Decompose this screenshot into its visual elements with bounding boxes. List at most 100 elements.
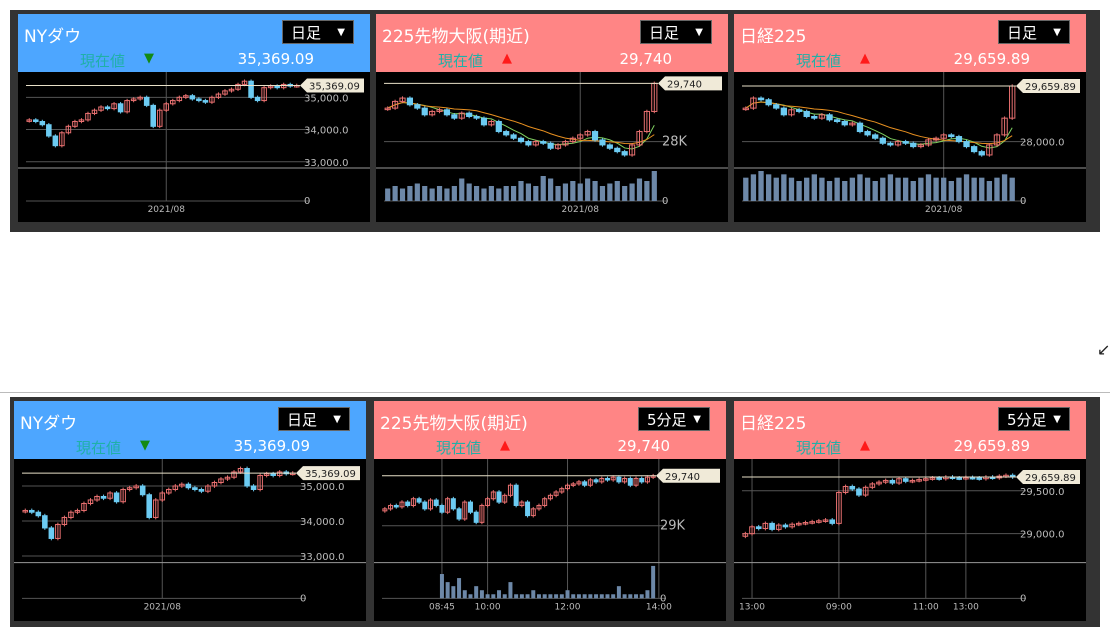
interval-select[interactable]: 日足 ▼ xyxy=(278,407,350,431)
volume-bar xyxy=(765,174,772,201)
chart-panel: 225先物大阪(期近) 5分足 ▼ 現在値 ▲ 29,740 29K 08:45 10… xyxy=(374,401,726,621)
candle-body xyxy=(809,521,816,524)
volume-bar xyxy=(994,177,1000,201)
candle-body xyxy=(137,96,143,100)
candle-body xyxy=(215,93,222,98)
candle-body xyxy=(872,134,879,139)
candle-body xyxy=(864,131,871,136)
candle-body xyxy=(228,88,235,92)
candle-body xyxy=(822,519,829,522)
triangle-up-icon: ▲ xyxy=(500,438,510,453)
candle-body xyxy=(189,95,196,100)
candle-body xyxy=(421,107,428,116)
candle-body xyxy=(445,498,451,513)
volume-zero-label: 0 xyxy=(304,196,310,207)
volume-bar xyxy=(565,590,570,599)
candle-body xyxy=(894,141,902,146)
volume-bar xyxy=(385,188,391,201)
candle-body xyxy=(107,492,113,499)
panel-header: NYダウ 日足 ▼ 現在値 ▼ 35,369.09 xyxy=(18,14,370,72)
candle-body xyxy=(98,106,104,111)
candle-body xyxy=(925,139,932,146)
volume-bar xyxy=(429,188,435,201)
candle-body xyxy=(209,96,215,103)
interval-value: 5分足 xyxy=(647,411,687,429)
candle-body xyxy=(742,107,749,111)
volume-bar xyxy=(508,582,513,599)
candle-body xyxy=(100,495,107,499)
candlestick-chart[interactable]: 28K 2021/08 0 29,740 xyxy=(376,72,728,222)
candle-body xyxy=(929,477,936,480)
candle-body xyxy=(456,508,462,520)
interval-select[interactable]: 日足 ▼ xyxy=(998,20,1070,44)
x-tick-label: 2021/08 xyxy=(925,205,963,215)
volume-bar xyxy=(459,178,465,201)
candle-body xyxy=(788,109,795,116)
candle-body xyxy=(916,479,922,482)
candlestick-chart[interactable]: 29,500.0 29,000.0 13:00 09:00 11:00 13:00 0 29,… xyxy=(734,459,1086,621)
candle-body xyxy=(176,96,183,102)
volume-bar xyxy=(518,181,524,201)
candle-body xyxy=(765,99,772,106)
candle-body xyxy=(616,476,622,483)
candle-body xyxy=(433,499,439,506)
candle-body xyxy=(496,491,502,503)
volume-bar xyxy=(444,188,450,201)
candle-body xyxy=(237,467,244,473)
candle-body xyxy=(889,479,896,484)
resize-arrow-icon[interactable]: ↙ xyxy=(1097,340,1110,359)
candle-body xyxy=(876,481,882,485)
candle-body xyxy=(591,131,599,141)
candle-body xyxy=(85,112,91,121)
candlestick-chart[interactable]: 28,000.0 2021/08 0 29,659.89 xyxy=(734,72,1086,222)
candle-body xyxy=(436,109,443,112)
volume-bar xyxy=(585,178,591,201)
y-tick-label: 35,000.0 xyxy=(304,93,349,104)
candle-body xyxy=(280,83,287,89)
candle-body xyxy=(267,85,274,89)
candle-body xyxy=(856,122,864,133)
candlestick-chart[interactable]: 29K 08:45 10:00 12:00 14:000 29,740 xyxy=(374,459,726,621)
candle-body xyxy=(473,511,479,523)
candle-body xyxy=(762,522,769,530)
candle-body xyxy=(593,479,599,483)
candlestick-chart[interactable]: 35,000.0 34,000.0 33,000.0 2021/08 0 35,369.0… xyxy=(18,72,370,222)
candle-body xyxy=(604,477,610,481)
volume-bar xyxy=(592,181,598,201)
current-price-value: 29,659.89 xyxy=(953,437,1030,455)
current-price-value: 29,659.89 xyxy=(953,50,1030,68)
candlestick-chart[interactable]: 35,000.0 34,000.0 33,000.0 2021/08 0 35,369.0… xyxy=(14,459,366,621)
candle-body xyxy=(68,511,74,518)
candle-body xyxy=(393,504,399,508)
candle-body xyxy=(976,477,983,480)
interval-select[interactable]: 日足 ▼ xyxy=(282,20,354,44)
chart-panel: NYダウ 日足 ▼ 現在値 ▼ 35,369.09 35,000.0 34,000.… xyxy=(18,14,370,222)
volume-bar xyxy=(607,183,613,201)
chart-panel: 225先物大阪(期近) 日足 ▼ 現在値 ▲ 29,740 28K 2021/08 0… xyxy=(376,14,728,222)
volume-bar xyxy=(548,178,554,201)
volume-bar xyxy=(514,594,519,599)
chevron-down-icon: ▼ xyxy=(337,27,345,38)
candle-body xyxy=(113,492,120,503)
volume-bar xyxy=(819,177,825,201)
candle-body xyxy=(849,122,856,126)
candle-body xyxy=(450,498,456,510)
price-tag-label: 35,369.09 xyxy=(305,469,356,480)
interval-select[interactable]: 5分足 ▼ xyxy=(638,407,710,431)
volume-bar xyxy=(611,594,616,599)
volume-bar xyxy=(963,174,970,201)
interval-select[interactable]: 日足 ▼ xyxy=(640,20,712,44)
y-tick-label: 33,000.0 xyxy=(304,158,349,169)
moving-average-line xyxy=(387,102,655,145)
interval-select[interactable]: 5分足 ▼ xyxy=(998,407,1070,431)
candle-body xyxy=(856,488,862,496)
candle-body xyxy=(276,471,283,476)
candle-body xyxy=(917,144,925,148)
chevron-down-icon: ▼ xyxy=(1053,414,1061,425)
candle-body xyxy=(749,526,755,535)
candle-body xyxy=(540,141,547,144)
x-tick-label: 09:00 xyxy=(826,602,852,612)
volume-bar xyxy=(496,188,502,201)
volume-bar xyxy=(559,594,564,599)
volume-bar xyxy=(781,174,787,201)
